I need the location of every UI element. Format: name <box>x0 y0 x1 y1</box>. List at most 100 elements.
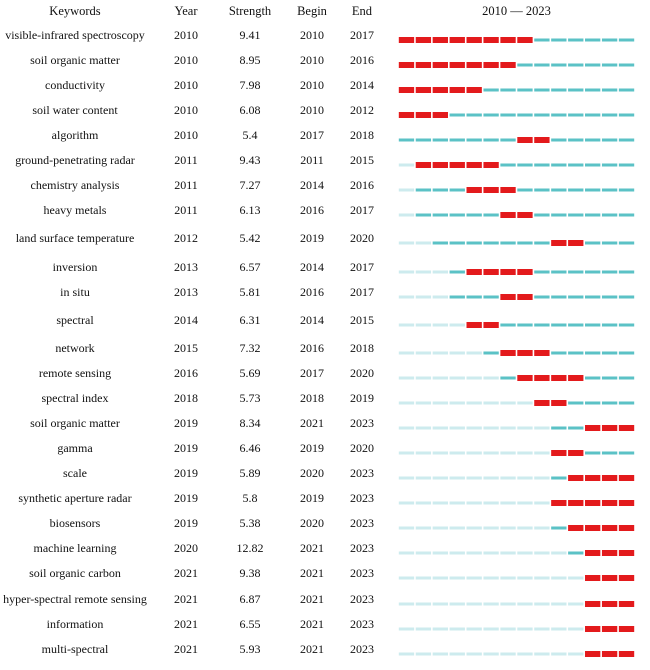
timeline-segment-2022 <box>601 425 618 431</box>
timeline-segment-2014 <box>466 652 482 656</box>
timeline-segment-2010 <box>398 241 415 245</box>
timeline-segment-2014 <box>466 376 482 380</box>
timeline-segment-2023 <box>618 525 635 531</box>
timeline-segment-2011 <box>415 138 432 142</box>
strength-cell: 8.34 <box>239 416 261 430</box>
timeline-segment-2015 <box>483 627 499 631</box>
begin-cell: 2020 <box>300 466 324 480</box>
timeline-segment-2016 <box>500 88 516 92</box>
begin-cell: 2021 <box>300 617 324 631</box>
strength-cell: 5.73 <box>239 391 261 405</box>
end-cell: 2017 <box>350 28 374 42</box>
timeline-segment-2021 <box>585 113 601 117</box>
timeline-segment-2010 <box>398 87 415 93</box>
timeline-segment-2012 <box>432 188 448 192</box>
timeline-segment-2020 <box>568 576 584 580</box>
begin-cell: 2016 <box>300 285 324 299</box>
timeline-segment-2011 <box>415 87 432 93</box>
timeline-segment-2023 <box>618 88 635 92</box>
timeline-segment-2019 <box>551 88 567 92</box>
timeline-segment-2019 <box>551 576 567 580</box>
timeline-segment-2014 <box>466 269 482 275</box>
end-cell: 2023 <box>350 516 374 530</box>
timeline-segment-2014 <box>466 62 482 68</box>
timeline-segment-2022 <box>601 351 618 355</box>
timeline-segment-2014 <box>466 576 482 580</box>
timeline-segment-2023 <box>618 63 635 67</box>
timeline-segment-2020 <box>568 450 584 456</box>
timeline-segment-2020 <box>568 88 584 92</box>
keyword-cell: information <box>46 617 104 631</box>
timeline-segment-2014 <box>466 602 482 606</box>
timeline-segment-2011 <box>415 627 432 631</box>
timeline-segment-2020 <box>568 426 584 430</box>
keyword-cell: hyper-spectral remote sensing <box>3 592 147 606</box>
begin-cell: 2019 <box>300 491 324 505</box>
timeline-segment-2012 <box>432 62 448 68</box>
timeline-segment-2010 <box>398 426 415 430</box>
timeline-segment-2013 <box>449 376 465 380</box>
keyword-cell: gamma <box>57 441 93 455</box>
year-cell: 2013 <box>174 285 198 299</box>
timeline-segment-2010 <box>398 188 415 192</box>
timeline-segment-2017 <box>517 137 533 143</box>
timeline-segment-2011 <box>415 112 432 118</box>
timeline-segment-2011 <box>415 602 432 606</box>
timeline-segment-2020 <box>568 323 584 327</box>
timeline-segment-2017 <box>517 63 533 67</box>
timeline-segment-2023 <box>618 351 635 355</box>
end-cell: 2016 <box>350 53 374 67</box>
end-cell: 2014 <box>350 78 374 92</box>
timeline-segment-2023 <box>618 550 635 556</box>
timeline-segment-2018 <box>534 63 550 67</box>
timeline-segment-2011 <box>415 476 432 480</box>
timeline-segment-2023 <box>618 163 635 167</box>
strength-cell: 9.41 <box>239 28 261 42</box>
end-cell: 2023 <box>350 466 374 480</box>
timeline-segment-2021 <box>585 401 601 405</box>
timeline-segment-2011 <box>415 37 432 43</box>
timeline-segment-2015 <box>483 576 499 580</box>
timeline-segment-2020 <box>568 551 584 555</box>
timeline-segment-2018 <box>534 38 550 42</box>
timeline-segment-2011 <box>415 62 432 68</box>
timeline-segment-2021 <box>585 351 601 355</box>
timeline-segment-2023 <box>618 188 635 192</box>
keyword-cell: spectral index <box>41 391 109 405</box>
end-cell: 2023 <box>350 592 374 606</box>
timeline-segment-2023 <box>618 295 635 299</box>
timeline-segment-2017 <box>517 350 533 356</box>
timeline-segment-2020 <box>568 240 584 246</box>
timeline-segment-2012 <box>432 526 448 530</box>
timeline-segment-2017 <box>517 501 533 505</box>
timeline-segment-2012 <box>432 87 448 93</box>
begin-cell: 2010 <box>300 78 324 92</box>
timeline-segment-2015 <box>483 269 499 275</box>
timeline-segment-2018 <box>534 602 550 606</box>
end-cell: 2023 <box>350 416 374 430</box>
timeline-segment-2018 <box>534 375 550 381</box>
timeline-segment-2021 <box>585 500 601 506</box>
timeline-segment-2020 <box>568 351 584 355</box>
timeline-segment-2010 <box>398 138 415 142</box>
timeline-segment-2012 <box>432 476 448 480</box>
strength-cell: 5.93 <box>239 642 261 656</box>
timeline-segment-2019 <box>551 400 567 406</box>
year-cell: 2019 <box>174 441 198 455</box>
timeline-segment-2017 <box>517 627 533 631</box>
timeline-segment-2016 <box>500 113 516 117</box>
timeline-segment-2010 <box>398 501 415 505</box>
timeline-segment-2014 <box>466 213 482 217</box>
timeline-segment-2020 <box>568 375 584 381</box>
timeline-segment-2015 <box>483 295 499 299</box>
timeline-segment-2016 <box>500 187 516 193</box>
timeline-segment-2015 <box>483 37 499 43</box>
timeline-segment-2018 <box>534 270 550 274</box>
timeline-segment-2016 <box>500 163 516 167</box>
timeline-segment-2019 <box>551 500 567 506</box>
timeline-segment-2022 <box>601 475 618 481</box>
timeline-segment-2012 <box>432 351 448 355</box>
year-cell: 2019 <box>174 516 198 530</box>
timeline-segment-2015 <box>483 62 499 68</box>
